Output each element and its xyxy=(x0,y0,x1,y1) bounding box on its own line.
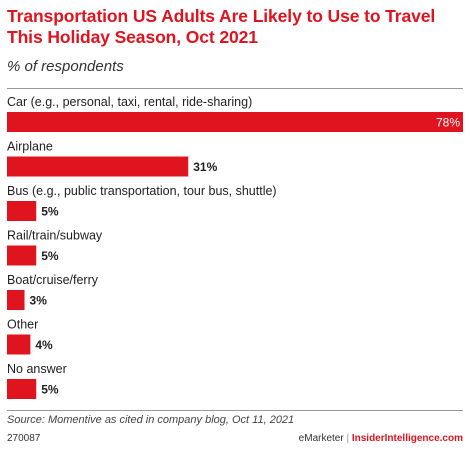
source-note: Source: Momentive as cited in company bl… xyxy=(7,414,295,426)
value-label: 3% xyxy=(30,294,48,308)
bar xyxy=(7,156,189,177)
bottom-divider xyxy=(7,410,463,411)
category-label: Car (e.g., personal, taxi, rental, ride-… xyxy=(7,95,252,109)
value-label: 78% xyxy=(436,116,460,130)
bar xyxy=(7,379,37,399)
category-label: Rail/train/subway xyxy=(7,229,103,243)
category-label: No answer xyxy=(7,362,67,376)
chart-title: Transportation US Adults Are Likely to U… xyxy=(7,6,436,47)
category-label: Other xyxy=(7,318,38,332)
value-label: 5% xyxy=(41,383,59,397)
brand-separator: | xyxy=(343,433,352,444)
chart-id: 270087 xyxy=(7,433,41,444)
value-label: 31% xyxy=(193,160,217,174)
value-label: 4% xyxy=(35,338,53,352)
category-label: Bus (e.g., public transportation, tour b… xyxy=(7,184,277,198)
brand-emarketer: eMarketer xyxy=(298,433,344,444)
bar xyxy=(7,201,37,221)
category-label: Boat/cruise/ferry xyxy=(7,273,99,287)
brand-credit: eMarketer | InsiderIntelligence.com xyxy=(299,433,463,444)
top-divider xyxy=(7,88,463,89)
value-label: 5% xyxy=(41,205,59,219)
bar xyxy=(7,290,25,310)
chart-subtitle: % of respondents xyxy=(7,58,124,75)
brand-insider-intelligence: InsiderIntelligence.com xyxy=(351,433,463,444)
bar xyxy=(7,112,463,132)
bar xyxy=(7,245,37,266)
category-label: Airplane xyxy=(7,140,53,154)
bar xyxy=(7,334,31,355)
value-label: 5% xyxy=(41,249,59,263)
